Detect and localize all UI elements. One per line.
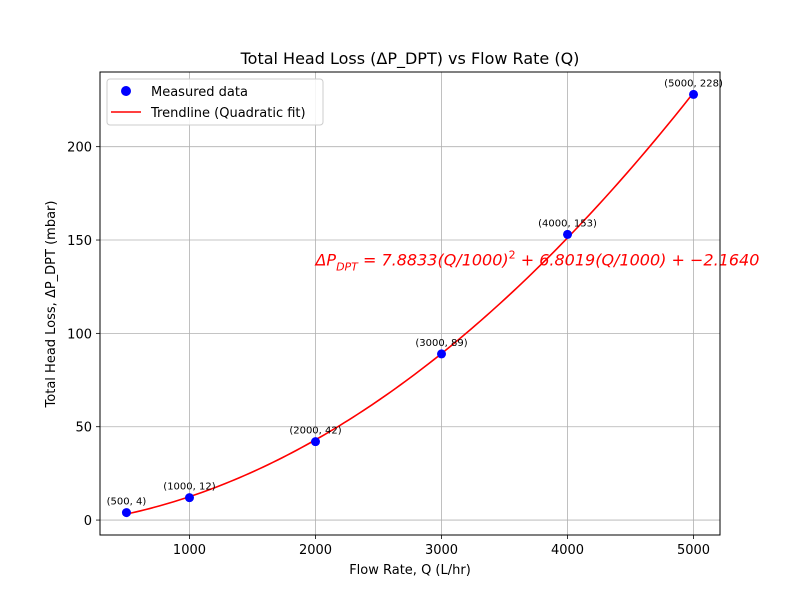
data-point-label: (2000, 42) <box>289 426 341 437</box>
x-tick-label: 2000 <box>299 543 332 558</box>
y-tick-label: 50 <box>75 421 92 436</box>
data-points <box>121 89 699 518</box>
y-tick-label: 150 <box>67 234 92 249</box>
x-axis-label: Flow Rate, Q (L/hr) <box>349 563 471 578</box>
x-tick-label: 4000 <box>551 543 584 558</box>
data-point <box>689 89 699 99</box>
data-point-label: (4000, 153) <box>538 218 597 229</box>
x-tick-label: 5000 <box>677 543 710 558</box>
x-tick-label: 1000 <box>173 543 206 558</box>
data-point-label: (500, 4) <box>107 497 147 508</box>
trendline <box>126 92 695 515</box>
trendline-path <box>126 92 695 515</box>
data-point <box>184 493 194 503</box>
data-point-label: (3000, 89) <box>415 338 467 349</box>
data-point <box>437 349 447 359</box>
data-point <box>310 437 320 447</box>
y-tick-label: 200 <box>67 141 92 156</box>
legend-marker-measured <box>121 86 131 96</box>
equation-rhs-2: + 6.8019(Q/1000) + −2.1640 <box>516 251 760 270</box>
equation-superscript: 2 <box>509 249 516 262</box>
x-axis: 1000 2000 3000 4000 5000 <box>173 535 710 558</box>
y-axis: 0 50 100 150 200 <box>67 141 100 529</box>
legend: Measured data Trendline (Quadratic fit) <box>106 78 324 126</box>
y-tick-label: 100 <box>67 327 92 342</box>
point-labels: (500, 4) (1000, 12) (2000, 42) (3000, 89) (4… <box>107 78 723 507</box>
data-point-label: (5000, 228) <box>664 78 723 89</box>
data-point <box>121 508 131 518</box>
equation-annotation: ΔPDPT = 7.8833(Q/1000)2 + 6.8019(Q/1000)… <box>313 249 759 274</box>
chart-title: Total Head Loss (ΔP_DPT) vs Flow Rate (Q… <box>240 49 580 69</box>
data-point-label: (1000, 12) <box>163 482 215 493</box>
grid <box>100 72 720 535</box>
legend-box <box>106 78 324 126</box>
y-tick-label: 0 <box>84 514 92 529</box>
equation-lhs: ΔP <box>313 251 336 270</box>
y-axis-label: Total Head Loss, ΔP_DPT (mbar) <box>44 201 59 409</box>
legend-label-trendline: Trendline (Quadratic fit) <box>150 106 306 121</box>
equation-subscript: DPT <box>336 261 359 274</box>
plot-area-frame <box>99 71 721 536</box>
legend-label-measured: Measured data <box>151 85 248 100</box>
x-tick-label: 3000 <box>425 543 458 558</box>
equation-rhs-1: = 7.8833(Q/1000) <box>358 251 509 270</box>
data-point <box>563 229 573 239</box>
